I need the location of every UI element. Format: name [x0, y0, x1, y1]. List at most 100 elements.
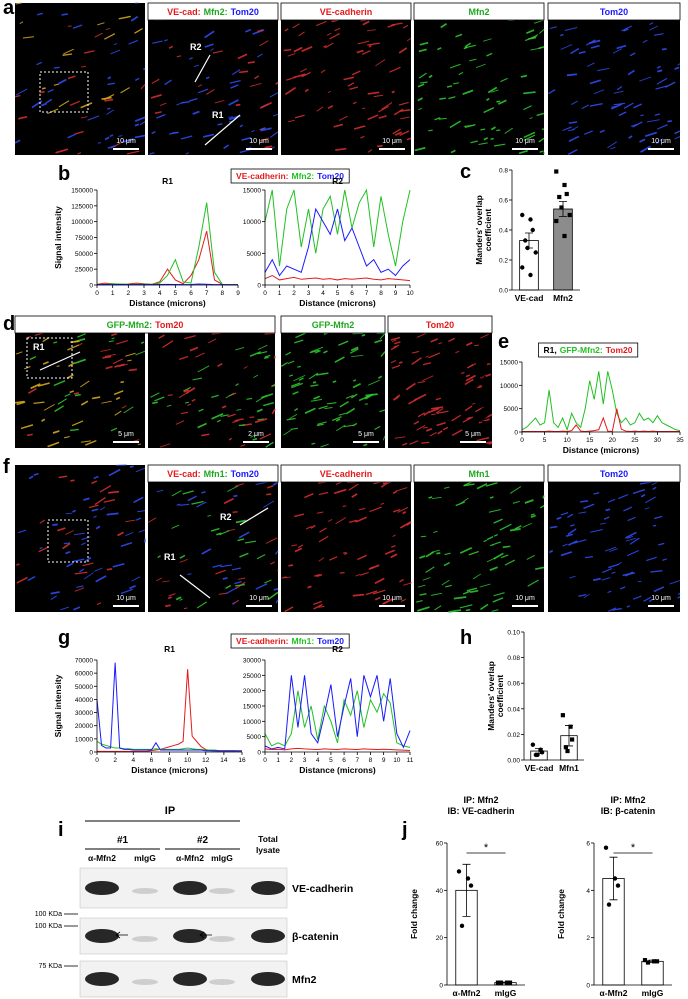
band-label: β-catenin	[292, 931, 339, 943]
image-texture	[80, 102, 93, 109]
header-text: Tom20	[600, 469, 628, 479]
image-texture	[256, 408, 263, 413]
data-point	[560, 713, 565, 718]
image-texture	[217, 123, 223, 126]
image-texture	[158, 334, 165, 339]
image-texture	[152, 401, 158, 405]
y-axis-label: coefficient	[495, 675, 505, 718]
header-part: VE-cad:	[167, 469, 201, 479]
x-tick-label: 15	[586, 437, 594, 444]
zoom-box	[26, 337, 73, 379]
image-texture	[463, 483, 475, 487]
chart-title: R2	[332, 644, 343, 654]
x-tick-label: 6	[342, 757, 346, 764]
micrograph	[281, 20, 411, 155]
x-tick-label: 2	[113, 757, 117, 764]
image-texture	[286, 417, 296, 421]
image-texture	[76, 585, 84, 588]
line-series	[96, 662, 242, 752]
image-texture	[331, 416, 342, 422]
region-label: R1	[164, 552, 176, 562]
image-texture	[392, 396, 399, 401]
image-texture	[475, 406, 485, 413]
y-axis-label: Fold change	[556, 889, 566, 939]
image-texture	[329, 33, 340, 40]
y-tick-label: 10000	[500, 383, 518, 390]
image-texture	[80, 440, 91, 443]
image-texture	[622, 572, 635, 577]
legend-entry: Tom20	[317, 636, 344, 646]
x-tick-label: VE-cad	[525, 763, 554, 773]
image-texture	[106, 107, 111, 110]
y-tick-label: 60	[436, 841, 444, 848]
image-texture	[466, 416, 471, 420]
image-texture	[16, 401, 26, 406]
image-texture	[633, 103, 643, 109]
image-texture	[259, 40, 269, 47]
image-texture	[65, 550, 71, 555]
image-texture	[40, 102, 47, 107]
image-texture	[661, 48, 667, 51]
image-texture	[304, 492, 314, 499]
y-tick-label: 25000	[243, 673, 261, 680]
image-texture	[639, 138, 646, 143]
image-texture	[15, 351, 23, 355]
image-texture	[364, 393, 374, 400]
image-texture	[489, 544, 494, 547]
image-texture	[332, 380, 337, 383]
x-tick-label: 4	[316, 757, 320, 764]
x-tick-label: 9	[382, 757, 386, 764]
image-texture	[237, 53, 248, 60]
image-texture	[192, 377, 203, 381]
image-texture	[185, 152, 189, 155]
image-texture	[642, 39, 648, 43]
image-texture	[651, 481, 659, 486]
image-texture	[179, 598, 183, 601]
image-texture	[567, 149, 578, 155]
image-texture	[128, 368, 137, 372]
image-texture	[435, 397, 442, 401]
image-texture	[168, 593, 176, 597]
image-texture	[349, 86, 359, 91]
image-texture	[677, 592, 681, 596]
image-texture	[264, 354, 271, 358]
image-texture	[154, 111, 162, 114]
image-texture	[607, 141, 618, 149]
header-text: VE-cadherin	[320, 7, 373, 17]
image-texture	[352, 382, 361, 389]
image-texture	[669, 580, 681, 585]
panel-label: d	[3, 313, 15, 335]
image-texture	[187, 573, 192, 575]
image-texture	[311, 442, 316, 445]
image-texture	[502, 545, 511, 549]
image-texture	[627, 516, 636, 522]
y-tick-label: 0.0	[499, 288, 508, 295]
image-texture	[232, 511, 238, 514]
image-texture	[584, 130, 593, 135]
y-tick-label: 0.06	[507, 681, 520, 688]
image-texture	[448, 96, 456, 100]
image-texture	[164, 39, 168, 42]
y-axis-label: Signal intensity	[478, 365, 488, 428]
image-texture	[375, 59, 386, 67]
image-texture	[493, 533, 498, 537]
image-texture	[314, 350, 321, 354]
image-texture	[197, 88, 209, 94]
image-texture	[294, 407, 299, 412]
image-texture	[185, 387, 196, 394]
x-axis-label: Distance (microns)	[129, 298, 206, 308]
micrograph	[548, 482, 680, 612]
image-texture	[593, 89, 605, 95]
data-point	[520, 212, 525, 218]
y-axis-label: Signal intensity	[53, 206, 63, 269]
image-texture	[214, 99, 225, 104]
image-texture	[215, 569, 226, 575]
image-texture	[217, 362, 223, 368]
image-texture	[569, 575, 576, 579]
image-texture	[492, 597, 504, 603]
image-texture	[301, 45, 313, 53]
image-texture	[425, 427, 433, 432]
lane-label: α-Mfn2	[176, 853, 204, 863]
significance: *	[631, 842, 636, 854]
image-texture	[433, 530, 438, 533]
